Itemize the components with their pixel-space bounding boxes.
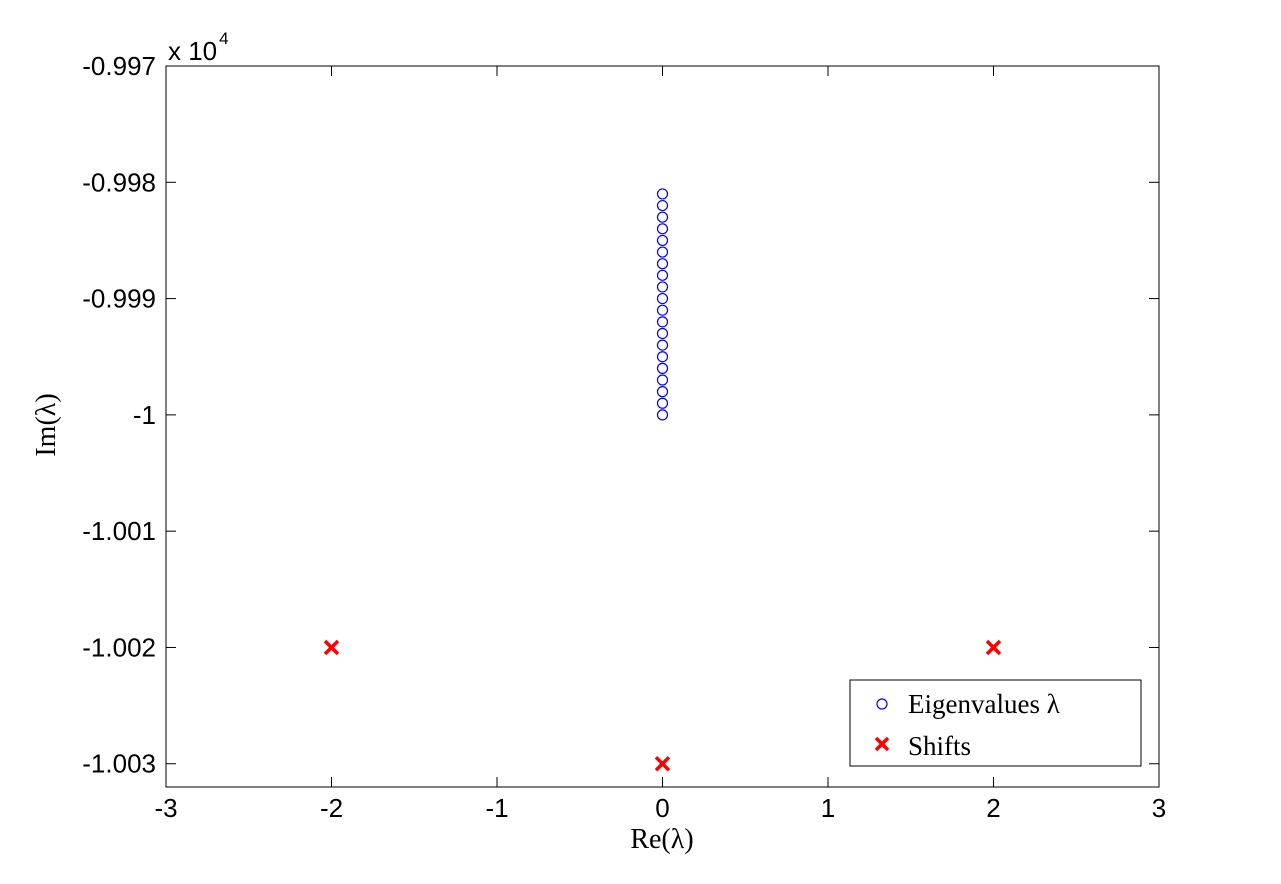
eigenvalue-point <box>656 374 669 386</box>
y-tick-label: -1 <box>133 400 156 430</box>
eigenvalue-point <box>656 339 669 351</box>
y-tick-label: -0.999 <box>82 284 156 314</box>
shift-point <box>654 756 671 772</box>
eigenvalue-point <box>656 386 669 398</box>
legend: Eigenvalues λ Shifts <box>849 679 1142 767</box>
y-tick-label: -1.002 <box>82 632 156 662</box>
eigenvalue-point <box>656 292 669 305</box>
y-tick-label: -1.001 <box>82 516 156 546</box>
x-tick-label: -1 <box>485 793 508 823</box>
eigenvalue-point <box>656 246 669 258</box>
eigenvalue-point <box>656 234 669 247</box>
eigenvalue-point <box>656 281 669 293</box>
eigenvalue-point <box>656 397 669 409</box>
eigenvalue-point <box>656 351 669 363</box>
x-tick-label: 3 <box>1152 793 1166 823</box>
x-tick-label: 2 <box>986 793 1000 823</box>
eigenvalue-point <box>656 211 669 223</box>
plot-frame <box>165 65 1160 788</box>
legend-eigenvalue-marker <box>876 698 888 710</box>
legend-box <box>849 679 1142 767</box>
y-scale-exponent: 4 <box>219 29 228 48</box>
eigenvalue-point <box>656 258 669 270</box>
eigenvalue-point <box>656 199 669 212</box>
eigenvalue-point <box>656 223 669 235</box>
ticks-layer: -3 -2 -1 0 1 2 3 -0.997 -0.998 -0.999 -1 -1.001 -1.0… <box>82 51 1166 823</box>
x-tick-label: 1 <box>821 793 835 823</box>
x-tick-label: 0 <box>655 793 669 823</box>
legend-shifts-label: Shifts <box>908 731 971 761</box>
eigenvalue-point <box>656 316 669 328</box>
shift-point <box>985 639 1002 656</box>
x-tick-label: -2 <box>320 793 343 823</box>
y-tick-label: -1.003 <box>82 749 156 779</box>
eigenvalue-point <box>656 269 669 281</box>
eigenvalue-point <box>656 327 669 340</box>
legend-eigenvalues-label: Eigenvalues λ <box>908 689 1060 719</box>
x-tick-label: -3 <box>154 793 177 823</box>
y-tick-label: -0.998 <box>82 167 156 197</box>
legend-shift-marker <box>874 736 890 752</box>
eigenvalue-point <box>656 362 669 374</box>
y-tick-label: -0.997 <box>82 51 156 81</box>
eigenvalue-point <box>656 188 669 200</box>
y-axis-label: Im(λ) <box>31 393 62 456</box>
x-axis-label: Re(λ) <box>630 824 693 855</box>
shift-point <box>323 639 340 656</box>
y-scale-multiplier: x 10 <box>168 36 217 66</box>
eigenvalue-point <box>656 304 669 316</box>
eigenvalue-point <box>656 409 669 421</box>
marks-layer <box>323 188 1002 772</box>
